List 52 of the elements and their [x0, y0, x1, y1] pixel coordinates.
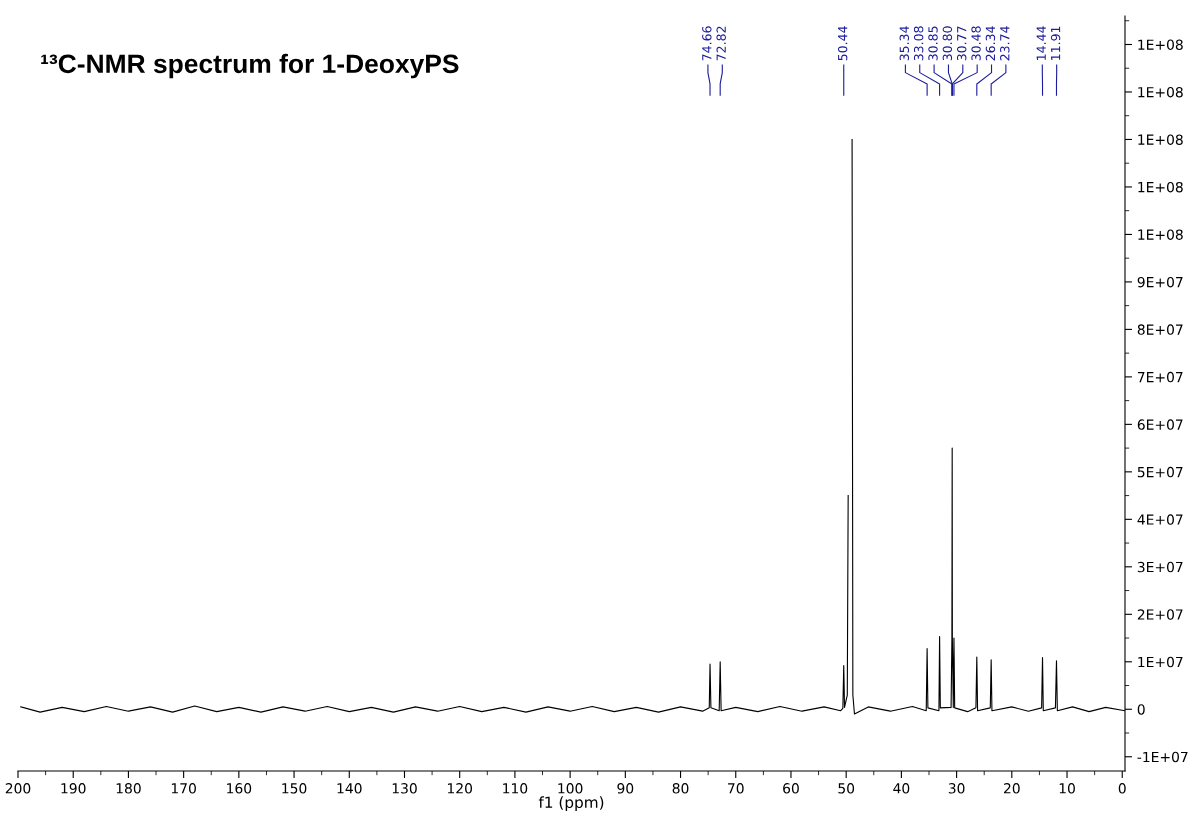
x-tick-label: 150 — [282, 783, 307, 794]
y-tick-label: 1E+07 — [1138, 656, 1183, 668]
x-tick-label: 0 — [1118, 783, 1126, 794]
x-tick-label: 10 — [1059, 783, 1075, 794]
x-tick-label: 140 — [337, 783, 362, 794]
x-tick-label: 40 — [893, 783, 910, 794]
y-tick-label: -1E+07 — [1137, 751, 1188, 763]
y-tick-label: 3E+07 — [1137, 561, 1183, 573]
annotation: 26.34 — [985, 26, 996, 61]
x-tick-label: 170 — [171, 783, 196, 794]
x-tick-label: 100 — [558, 783, 583, 794]
y-tick-label: 4E+07 — [1137, 514, 1183, 525]
annotation: 33.08 — [913, 26, 924, 61]
x-axis-title: f1 (ppm) — [538, 796, 604, 812]
x-tick-label: 110 — [503, 783, 528, 794]
x-tick-label: 130 — [392, 783, 417, 794]
x-tick-label: 200 — [5, 783, 31, 794]
y-tick-label: 1E+08 — [1138, 229, 1183, 240]
x-tick-label: 60 — [783, 783, 799, 794]
y-tick-label: 6E+07 — [1137, 419, 1183, 430]
y-tick-label: 2E+07 — [1137, 609, 1183, 620]
annotation: 30.48 — [971, 26, 981, 61]
annotation: 30.80 — [942, 26, 953, 61]
x-tick-label: 160 — [227, 783, 252, 794]
x-tick-label: 90 — [617, 783, 634, 794]
y-tick-label: 1E+08 — [1138, 134, 1183, 145]
x-tick-label: 50 — [838, 783, 855, 794]
annotation: 30.85 — [928, 26, 938, 61]
x-tick-label: 80 — [672, 783, 689, 794]
x-tick-label: 180 — [116, 783, 141, 794]
x-tick-label: 30 — [948, 783, 965, 794]
x-tick-label: 70 — [728, 783, 744, 794]
y-tick-label: 5E+07 — [1137, 466, 1183, 478]
annotation: 11.91 — [1050, 26, 1061, 60]
y-tick-label: 0 — [1137, 704, 1145, 715]
x-tick-label: 20 — [1004, 783, 1020, 794]
annotation: 50.44 — [837, 26, 848, 61]
y-tick-label: 1E+08 — [1138, 86, 1183, 98]
x-tick-label: 190 — [61, 783, 86, 794]
x-tick-label: 120 — [447, 783, 473, 794]
annotation: 72.82 — [716, 26, 726, 61]
annotation: 74.66 — [702, 26, 712, 61]
annotation: 23.74 — [1000, 26, 1010, 61]
annotation: 14.44 — [1036, 26, 1046, 60]
y-tick-label: 7E+07 — [1137, 371, 1183, 383]
y-tick-label: 1E+08 — [1138, 39, 1183, 50]
y-tick-label: 1E+08 — [1138, 181, 1183, 193]
y-tick-label: 9E+07 — [1137, 276, 1183, 288]
annotation: 35.34 — [899, 26, 910, 61]
annotation: 30.77 — [956, 26, 967, 61]
y-tick-label: 8E+07 — [1137, 324, 1183, 335]
text: ¹³C-NMR spectrum for 1-DeoxyPS — [41, 53, 459, 79]
